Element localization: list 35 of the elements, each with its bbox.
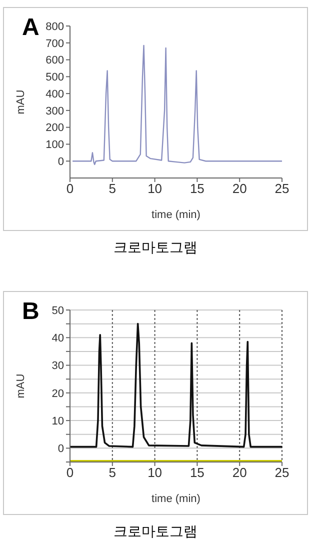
x-tick-label: 5 bbox=[108, 181, 116, 196]
text: 크로마토그램 bbox=[112, 523, 198, 541]
chart-title: B bbox=[22, 298, 40, 326]
x-tick-label: 15 bbox=[190, 465, 204, 480]
y-tick-label: 100 bbox=[46, 139, 64, 152]
y-tick-label: 30 bbox=[52, 360, 64, 372]
y-axis-title: mAU bbox=[14, 374, 27, 398]
line-series bbox=[70, 322, 282, 448]
x-axis-title: time (min) bbox=[152, 493, 200, 505]
y-tick-label: 10 bbox=[52, 415, 64, 428]
y-tick-label: 400 bbox=[46, 88, 64, 100]
x-axis-title: time (min) bbox=[152, 209, 200, 221]
y-tick-label: 700 bbox=[46, 38, 64, 50]
y-tick-label: 600 bbox=[46, 54, 64, 67]
y-tick-label: 50 bbox=[52, 304, 64, 317]
y-tick-label: 0 bbox=[58, 443, 64, 456]
y-tick-label: 500 bbox=[46, 72, 64, 84]
line-series bbox=[72, 44, 282, 166]
x-tick-label: 25 bbox=[274, 181, 290, 196]
x-tick-label: 5 bbox=[108, 465, 116, 480]
x-tick-label: 10 bbox=[148, 181, 162, 196]
chart-title: A bbox=[22, 14, 40, 42]
y-tick-label: 40 bbox=[52, 332, 64, 345]
x-tick-label: 25 bbox=[274, 465, 290, 480]
text: 크로마토그램 bbox=[112, 239, 198, 257]
x-tick-label: 15 bbox=[190, 181, 204, 196]
x-tick-label: 20 bbox=[232, 465, 247, 480]
y-tick-label: 0 bbox=[58, 156, 64, 168]
x-tick-label: 20 bbox=[232, 181, 247, 196]
y-tick-label: 200 bbox=[46, 122, 64, 134]
x-tick-label: 10 bbox=[148, 465, 162, 480]
y-tick-label: 20 bbox=[52, 388, 64, 400]
y-tick-label: 300 bbox=[46, 105, 64, 118]
y-tick-label: 800 bbox=[46, 20, 64, 33]
y-axis-title: mAU bbox=[14, 90, 27, 114]
